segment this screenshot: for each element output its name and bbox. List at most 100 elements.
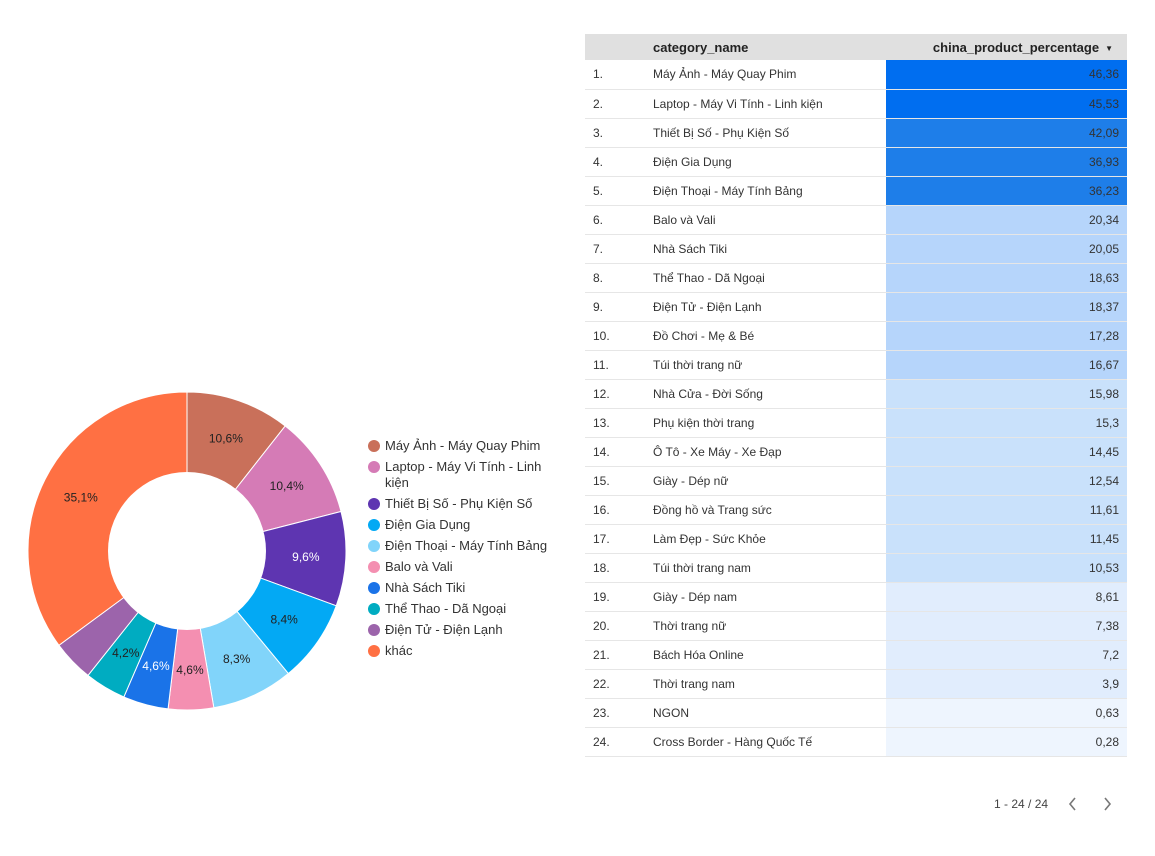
table-row[interactable]: 9. Điện Tử - Điện Lạnh 18,37 [585, 292, 1127, 322]
row-index: 23. [585, 698, 647, 728]
category-name-cell: Túi thời trang nam [647, 553, 886, 583]
table-row[interactable]: 5. Điện Thoại - Máy Tính Bảng 36,23 [585, 176, 1127, 206]
legend-label: Balo và Vali [385, 559, 453, 574]
percentage-cell: 45,53 [886, 89, 1127, 119]
category-name-cell: Nhà Sách Tiki [647, 234, 886, 264]
table-row[interactable]: 18. Túi thời trang nam 10,53 [585, 553, 1127, 583]
percentage-cell: 14,45 [886, 437, 1127, 467]
row-index: 7. [585, 234, 647, 264]
legend-item[interactable]: Thể Thao - Dã Ngoại [368, 601, 553, 617]
row-index: 15. [585, 466, 647, 496]
category-name-cell: Thời trang nam [647, 669, 886, 699]
table-header-row: category_name china_product_percentage ▼ [585, 34, 1127, 60]
legend-item[interactable]: Điện Tử - Điện Lạnh [368, 622, 553, 638]
percentage-cell: 15,3 [886, 408, 1127, 438]
donut-slice-label: 8,4% [270, 613, 298, 627]
row-index: 13. [585, 408, 647, 438]
category-name-cell: Làm Đẹp - Sức Khỏe [647, 524, 886, 554]
legend-swatch [368, 540, 380, 552]
table-row[interactable]: 3. Thiết Bị Số - Phụ Kiện Số 42,09 [585, 118, 1127, 148]
table-row[interactable]: 12. Nhà Cửa - Đời Sống 15,98 [585, 379, 1127, 409]
donut-slice-label: 9,6% [292, 550, 320, 564]
row-index: 12. [585, 379, 647, 409]
pagination: 1 - 24 / 24 [994, 795, 1116, 813]
table-row[interactable]: 13. Phụ kiện thời trang 15,3 [585, 408, 1127, 438]
row-index: 10. [585, 321, 647, 351]
legend-item[interactable]: Điện Thoại - Máy Tính Bảng [368, 538, 553, 554]
category-name-cell: Laptop - Máy Vi Tính - Linh kiện [647, 89, 886, 119]
legend-swatch [368, 561, 380, 573]
row-index: 4. [585, 147, 647, 177]
legend-swatch [368, 603, 380, 615]
table-row[interactable]: 14. Ô Tô - Xe Máy - Xe Đạp 14,45 [585, 437, 1127, 467]
table-row[interactable]: 19. Giày - Dép nam 8,61 [585, 582, 1127, 612]
category-name-cell: Điện Tử - Điện Lạnh [647, 292, 886, 322]
row-index: 19. [585, 582, 647, 612]
legend-item[interactable]: Thiết Bị Số - Phụ Kiện Số [368, 496, 553, 512]
legend-item[interactable]: Máy Ảnh - Máy Quay Phim [368, 438, 553, 454]
table-row[interactable]: 20. Thời trang nữ 7,38 [585, 611, 1127, 641]
column-header-china-product-percentage[interactable]: china_product_percentage ▼ [932, 39, 1113, 55]
legend-swatch [368, 624, 380, 636]
legend-label: Nhà Sách Tiki [385, 580, 466, 595]
legend-item[interactable]: Balo và Vali [368, 559, 553, 575]
table-row[interactable]: 7. Nhà Sách Tiki 20,05 [585, 234, 1127, 264]
category-table: category_name china_product_percentage ▼ … [585, 34, 1127, 757]
category-name-cell: Cross Border - Hàng Quốc Tế [647, 727, 886, 757]
legend-item[interactable]: Laptop - Máy Vi Tính - Linh kiện [368, 459, 553, 491]
legend-label: Laptop - Máy Vi Tính - Linh kiện [385, 459, 542, 490]
row-index: 2. [585, 89, 647, 119]
category-name-cell: Thể Thao - Dã Ngoại [647, 263, 886, 293]
legend-label: Điện Gia Dụng [385, 517, 471, 532]
table-row[interactable]: 10. Đồ Chơi - Mẹ & Bé 17,28 [585, 321, 1127, 351]
category-name-cell: Máy Ảnh - Máy Quay Phim [647, 60, 886, 90]
percentage-cell: 20,34 [886, 205, 1127, 235]
table-row[interactable]: 22. Thời trang nam 3,9 [585, 669, 1127, 699]
row-index: 3. [585, 118, 647, 148]
category-name-cell: Thời trang nữ [647, 611, 886, 641]
table-row[interactable]: 24. Cross Border - Hàng Quốc Tế 0,28 [585, 727, 1127, 757]
table-row[interactable]: 8. Thể Thao - Dã Ngoại 18,63 [585, 263, 1127, 293]
category-name-cell: Đồng hồ và Trang sức [647, 495, 886, 525]
legend-item[interactable]: Điện Gia Dụng [368, 517, 553, 533]
legend-swatch [368, 645, 380, 657]
donut-chart: 10,6%10,4%9,6%8,4%8,3%4,6%4,6%4,2%35,1% [27, 391, 347, 711]
table-row[interactable]: 11. Túi thời trang nữ 16,67 [585, 350, 1127, 380]
category-name-cell: Giày - Dép nam [647, 582, 886, 612]
row-index: 1. [585, 60, 647, 90]
table-row[interactable]: 15. Giày - Dép nữ 12,54 [585, 466, 1127, 496]
chevron-right-icon[interactable] [1098, 795, 1116, 813]
donut-slice[interactable] [185, 510, 347, 607]
legend-label: Thiết Bị Số - Phụ Kiện Số [385, 496, 533, 511]
table-row[interactable]: 21. Bách Hóa Online 7,2 [585, 640, 1127, 670]
percentage-cell: 36,23 [886, 176, 1127, 206]
category-name-cell: Nhà Cửa - Đời Sống [647, 379, 886, 409]
donut-slice-label: 4,6% [142, 659, 170, 673]
category-name-cell: NGON [647, 698, 886, 728]
chevron-left-icon[interactable] [1064, 795, 1082, 813]
table-row[interactable]: 1. Máy Ảnh - Máy Quay Phim 46,36 [585, 60, 1127, 90]
percentage-cell: 8,61 [886, 582, 1127, 612]
table-row[interactable]: 17. Làm Đẹp - Sức Khỏe 11,45 [585, 524, 1127, 554]
sort-descending-icon[interactable]: ▼ [1105, 43, 1113, 53]
donut-slice[interactable] [27, 391, 188, 646]
legend-item[interactable]: Nhà Sách Tiki [368, 580, 553, 596]
table-row[interactable]: 4. Điện Gia Dụng 36,93 [585, 147, 1127, 177]
legend-item[interactable]: khác [368, 643, 553, 659]
column-header-category-name[interactable]: category_name [653, 39, 749, 55]
legend-swatch [368, 519, 380, 531]
percentage-cell: 11,61 [886, 495, 1127, 525]
legend-swatch [368, 582, 380, 594]
category-name-cell: Đồ Chơi - Mẹ & Bé [647, 321, 886, 351]
percentage-cell: 20,05 [886, 234, 1127, 264]
percentage-cell: 46,36 [886, 60, 1127, 90]
percentage-cell: 18,63 [886, 263, 1127, 293]
donut-hole [108, 472, 266, 630]
table-row[interactable]: 16. Đồng hồ và Trang sức 11,61 [585, 495, 1127, 525]
row-index: 11. [585, 350, 647, 380]
table-row[interactable]: 6. Balo và Vali 20,34 [585, 205, 1127, 235]
table-row[interactable]: 2. Laptop - Máy Vi Tính - Linh kiện 45,53 [585, 89, 1127, 119]
percentage-cell: 0,63 [886, 698, 1127, 728]
legend-label: Điện Tử - Điện Lạnh [385, 622, 503, 637]
table-row[interactable]: 23. NGON 0,63 [585, 698, 1127, 728]
